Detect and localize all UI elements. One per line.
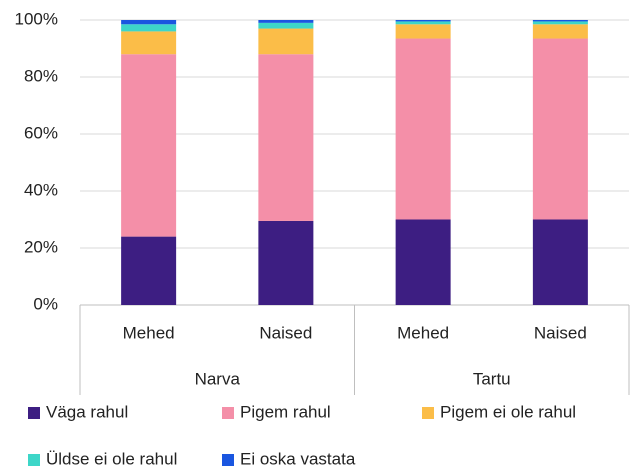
legend-swatch [28, 407, 40, 419]
group-label: Narva [195, 369, 241, 388]
legend-swatch [422, 407, 434, 419]
bar-segment [395, 219, 451, 305]
bar-segment [258, 220, 314, 305]
bar-segment [258, 28, 314, 55]
legend-swatch [28, 454, 40, 466]
bar-segment [121, 54, 177, 237]
group-label: Tartu [473, 369, 511, 388]
y-tick-label: 60% [24, 123, 58, 142]
y-tick-label: 40% [24, 180, 58, 199]
bar-segment [121, 236, 177, 305]
bar-segment [121, 31, 177, 55]
bar-segment [395, 24, 451, 39]
bar-segment [532, 20, 588, 22]
legend-label: Ei oska vastata [240, 449, 356, 468]
legend-swatch [222, 454, 234, 466]
bar-segment [258, 22, 314, 29]
y-tick-label: 80% [24, 66, 58, 85]
bar-segment [532, 219, 588, 305]
bar-segment [532, 24, 588, 39]
legend-label: Väga rahul [46, 402, 128, 421]
bar-segment [121, 24, 177, 32]
bar-segment [258, 54, 314, 221]
bar-segment [258, 20, 314, 23]
x-tick-label: Mehed [123, 323, 175, 342]
bar-segment [395, 20, 451, 22]
bar-segment [395, 38, 451, 220]
bar-segment [121, 20, 177, 25]
bar-segment [395, 21, 451, 25]
x-tick-label: Naised [534, 323, 587, 342]
legend-swatch [222, 407, 234, 419]
legend-label: Pigem ei ole rahul [440, 402, 576, 421]
y-tick-label: 0% [33, 294, 58, 313]
legend-label: Pigem rahul [240, 402, 331, 421]
y-tick-label: 20% [24, 237, 58, 256]
y-tick-label: 100% [15, 9, 58, 28]
legend-label: Üldse ei ole rahul [46, 449, 177, 468]
x-tick-label: Mehed [397, 323, 449, 342]
bar-segment [532, 38, 588, 220]
x-tick-label: Naised [259, 323, 312, 342]
bar-segment [532, 21, 588, 25]
